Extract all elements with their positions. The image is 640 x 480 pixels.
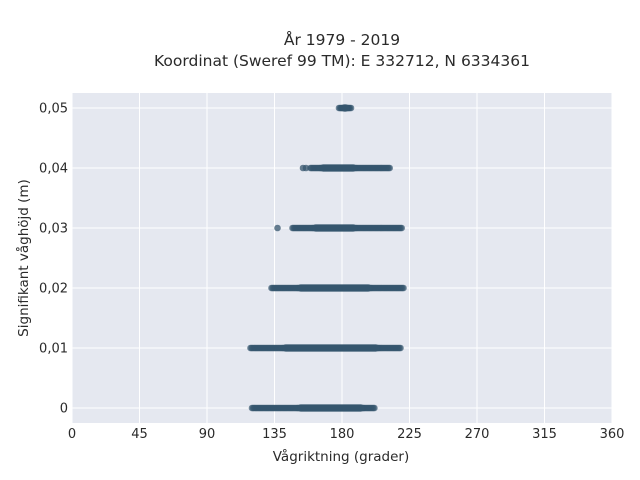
y-tick-labels: 0 0,01 0,02 0,03 0,04 0,05: [39, 102, 68, 417]
band-0-01: [247, 344, 404, 352]
dense-cluster: [282, 344, 380, 352]
y-axis-label: Signifikant våghöjd (m): [15, 179, 32, 337]
y-tick-label: 0,02: [39, 282, 68, 297]
x-tick-label: 135: [262, 427, 287, 442]
dense-cluster: [340, 104, 350, 112]
x-tick-label: 45: [131, 427, 148, 442]
data-point-outlier: [274, 224, 281, 232]
band-0-05: [335, 104, 355, 112]
band-0-03: [274, 224, 406, 232]
x-tick-labels: 0 45 90 135 180 225 270 315 360: [68, 427, 625, 442]
data-point: [398, 224, 406, 232]
y-tick-label: 0: [60, 402, 68, 417]
data-points: [247, 104, 407, 412]
y-tick-label: 0,04: [39, 162, 68, 177]
data-point: [386, 164, 394, 172]
data-point-outlier: [302, 164, 310, 172]
x-tick-label: 90: [199, 427, 216, 442]
chart-subtitle: Koordinat (Sweref 99 TM): E 332712, N 63…: [154, 52, 530, 70]
y-tick-label: 0,03: [39, 222, 68, 237]
y-tick-label: 0,05: [39, 102, 68, 117]
dense-cluster: [297, 284, 372, 292]
data-point: [397, 344, 404, 352]
x-tick-label: 180: [330, 427, 355, 442]
dense-cluster: [312, 224, 357, 232]
data-point: [371, 404, 378, 412]
data-point: [347, 104, 355, 112]
dense-cluster: [319, 164, 357, 172]
data-point: [400, 284, 407, 292]
band-0-02: [268, 284, 407, 292]
dense-cluster: [297, 404, 365, 412]
x-tick-label: 270: [465, 427, 490, 442]
x-tick-label: 225: [397, 427, 422, 442]
chart-title: År 1979 - 2019: [284, 30, 400, 49]
band-0: [248, 404, 378, 412]
y-tick-label: 0,01: [39, 342, 68, 357]
x-tick-label: 315: [532, 427, 557, 442]
band-0-04: [299, 164, 394, 172]
x-tick-label: 0: [68, 427, 76, 442]
x-tick-label: 360: [600, 427, 625, 442]
x-axis-label: Vågriktning (grader): [273, 448, 410, 465]
